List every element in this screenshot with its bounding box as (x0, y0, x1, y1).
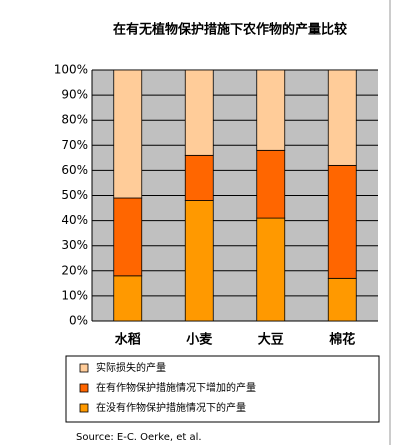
bar-segment (113, 275, 143, 322)
x-tick-label: 小麦 (186, 332, 213, 348)
legend-label: 在有作物保护措施情况下增加的产量 (96, 381, 256, 394)
bar-segment (256, 149, 286, 219)
x-tick-label: 大豆 (258, 332, 284, 348)
y-tick-label: 60% (61, 163, 88, 177)
bar-segment (327, 69, 357, 166)
legend-swatch (79, 363, 89, 373)
bar-segment (184, 200, 214, 322)
y-tick-label: 70% (61, 138, 88, 152)
y-tick-label: 90% (61, 88, 88, 102)
source: Source: E-C. Oerke, et al. (76, 432, 202, 443)
x-tick-label: 棉花 (329, 332, 355, 348)
legend-label: 实际损失的产量 (96, 361, 166, 374)
legend-box (65, 355, 380, 423)
y-tick-label: 10% (61, 288, 88, 302)
y-tick-label: 0% (69, 314, 88, 328)
y-tick-label: 40% (61, 213, 88, 227)
bar-segment (184, 154, 214, 201)
bar-segment (113, 69, 143, 199)
bar-segment (256, 69, 286, 151)
y-tick-label: 50% (61, 188, 88, 202)
bar-segment (184, 69, 214, 156)
legend-swatch (79, 383, 89, 393)
bar-segment (327, 277, 357, 322)
y-tick-label: 100% (54, 63, 88, 77)
bar-segment (113, 197, 143, 277)
legend-swatch (79, 403, 89, 413)
y-tick-label: 30% (61, 238, 88, 252)
chart-title: 在有无植物保护措施下农作物的产量比较 (113, 22, 347, 38)
bar-segment (256, 217, 286, 322)
x-tick-label: 水稻 (115, 332, 141, 348)
y-tick-label: 20% (61, 263, 88, 277)
y-tick-label: 80% (61, 113, 88, 127)
bar-segment (327, 164, 357, 279)
legend-label: 在没有作物保护措施情况下的产量 (96, 401, 246, 414)
